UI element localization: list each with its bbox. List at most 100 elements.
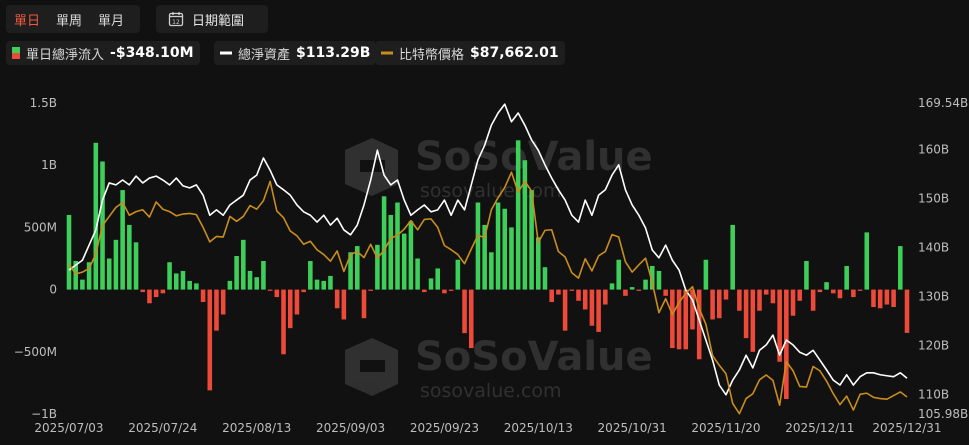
bar (241, 239, 246, 290)
bar (368, 289, 373, 291)
bar (422, 289, 427, 293)
bar (133, 242, 139, 290)
bar (643, 279, 648, 290)
bar (864, 232, 870, 290)
bar (582, 289, 588, 310)
bar (569, 289, 575, 291)
y2-tick-label: 120B (918, 338, 949, 352)
bar (66, 214, 72, 290)
y-tick-label: −500M (14, 345, 57, 359)
bar (817, 289, 823, 293)
bar (536, 237, 541, 290)
bar (328, 275, 333, 290)
bar (475, 202, 481, 290)
bar (824, 282, 829, 290)
legend-label: 總淨資產 (238, 47, 291, 63)
bar (194, 283, 199, 290)
bar (556, 289, 561, 295)
bar (542, 267, 548, 290)
bar (361, 289, 367, 319)
x-tick-label: 2025/10/31 (598, 421, 667, 435)
bar (220, 289, 226, 315)
bar (415, 258, 420, 290)
watermark-site: sosovalue.com (420, 380, 562, 402)
x-tick-label: 2025/11/20 (691, 421, 760, 435)
bar (86, 262, 92, 290)
x-tick-label: 2025/08/13 (222, 421, 291, 435)
bar (656, 270, 662, 290)
bar (267, 289, 273, 291)
bar (804, 260, 809, 290)
watermark-site: sosovalue.com (420, 180, 562, 202)
bar (482, 224, 487, 290)
bar (871, 289, 876, 308)
bar (690, 289, 695, 330)
bar (448, 289, 454, 291)
bar (375, 244, 380, 290)
bar (234, 256, 239, 290)
watermark-brand: SoSoValue (415, 134, 653, 180)
bar (576, 289, 581, 301)
bar (562, 289, 568, 331)
bar (106, 258, 112, 290)
y-tick-label: 0 (49, 283, 57, 297)
y2-tick-label: 110B (918, 387, 949, 401)
y-tick-label: −1B (31, 407, 57, 421)
bar (354, 246, 360, 290)
bar (147, 289, 152, 304)
bar (898, 246, 903, 290)
watermark: SoSoValue sosovalue.com SoSoValue sosova… (345, 134, 653, 402)
bar (468, 289, 474, 349)
bar (100, 161, 105, 290)
bar (757, 289, 762, 311)
bar (80, 279, 85, 290)
legend-icon (12, 47, 20, 59)
legend-item[interactable]: 總淨資產 $113.29B (214, 41, 377, 65)
bar (837, 289, 843, 299)
legend-icon (381, 51, 393, 55)
bar (462, 289, 467, 334)
bar (261, 260, 266, 290)
bar (857, 289, 863, 291)
svg-text:12: 12 (172, 19, 180, 26)
tab-month[interactable]: 單月 (98, 13, 125, 29)
bar (214, 289, 219, 331)
bar (173, 273, 179, 290)
bar (670, 289, 675, 349)
bar (717, 289, 722, 319)
bar (502, 208, 508, 290)
bar (596, 289, 601, 332)
legend-item[interactable]: 單日總淨流入 -$348.10M (6, 41, 200, 65)
legend-item[interactable]: 比特幣價格 $87,662.01 (375, 41, 565, 65)
bar (676, 289, 682, 350)
bar (435, 268, 440, 290)
bar (891, 289, 896, 308)
bar (334, 289, 340, 309)
bar (851, 289, 856, 298)
bar (696, 289, 702, 360)
bar (649, 265, 655, 290)
bar (529, 190, 534, 290)
bar (321, 280, 327, 290)
watermark-brand: SoSoValue (415, 334, 653, 380)
bar (616, 259, 622, 290)
date-range-button[interactable]: 12 日期範圍 (156, 5, 268, 33)
line (68, 171, 908, 415)
bar (750, 289, 756, 352)
bar (294, 289, 300, 315)
bar (636, 289, 642, 291)
bar (167, 262, 172, 290)
tab-day[interactable]: 單日 (14, 13, 41, 29)
bar (120, 190, 125, 290)
bar (308, 260, 313, 290)
bar (180, 270, 186, 290)
bar (549, 289, 554, 303)
bar (777, 289, 782, 362)
calendar-icon: 12 (168, 12, 184, 27)
bar (395, 202, 400, 290)
bar (127, 224, 132, 290)
tab-week[interactable]: 單周 (56, 13, 83, 29)
bar (200, 289, 206, 303)
bar (730, 224, 735, 290)
bar (623, 289, 628, 296)
